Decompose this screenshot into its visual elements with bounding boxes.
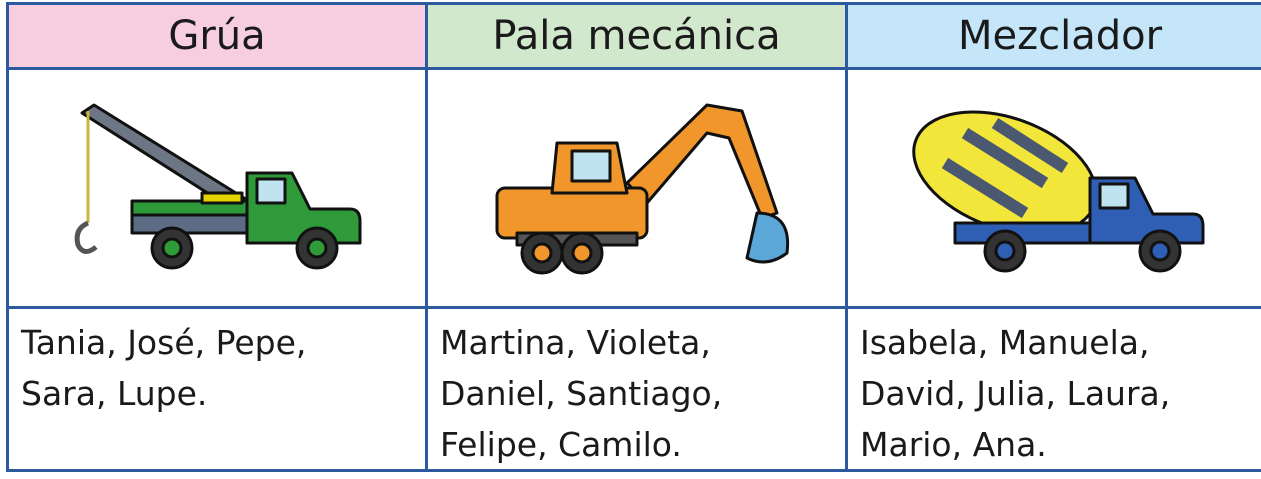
name-line: Felipe, Camilo.	[440, 425, 682, 464]
name-line: Isabela, Manuela,	[860, 323, 1150, 362]
name-line: Mario, Ana.	[860, 425, 1047, 464]
crane-illustration	[74, 103, 362, 270]
name-line: David, Julia, Laura,	[860, 374, 1171, 413]
image-cell	[845, 67, 1261, 309]
excavator-illustration	[495, 103, 789, 275]
names-cell: Tania, José, Pepe, Sara, Lupe.	[6, 306, 428, 472]
names-cell: Isabela, Manuela, David, Julia, Laura, Mar…	[845, 306, 1261, 472]
name-line: Tania, José, Pepe,	[21, 323, 307, 362]
image-cell	[425, 67, 848, 309]
names-cell: Martina, Violeta, Daniel, Santiago, Felipe…	[425, 306, 848, 472]
name-line: Sara, Lupe.	[21, 374, 208, 413]
image-cell	[6, 67, 428, 309]
header-cell: Pala mecánica	[425, 2, 848, 70]
header-cell: Mezclador	[845, 2, 1261, 70]
header-cell: Grúa	[6, 2, 428, 70]
name-line: Martina, Violeta,	[440, 323, 711, 362]
mixer-illustration	[912, 110, 1205, 273]
name-line: Daniel, Santiago,	[440, 374, 723, 413]
